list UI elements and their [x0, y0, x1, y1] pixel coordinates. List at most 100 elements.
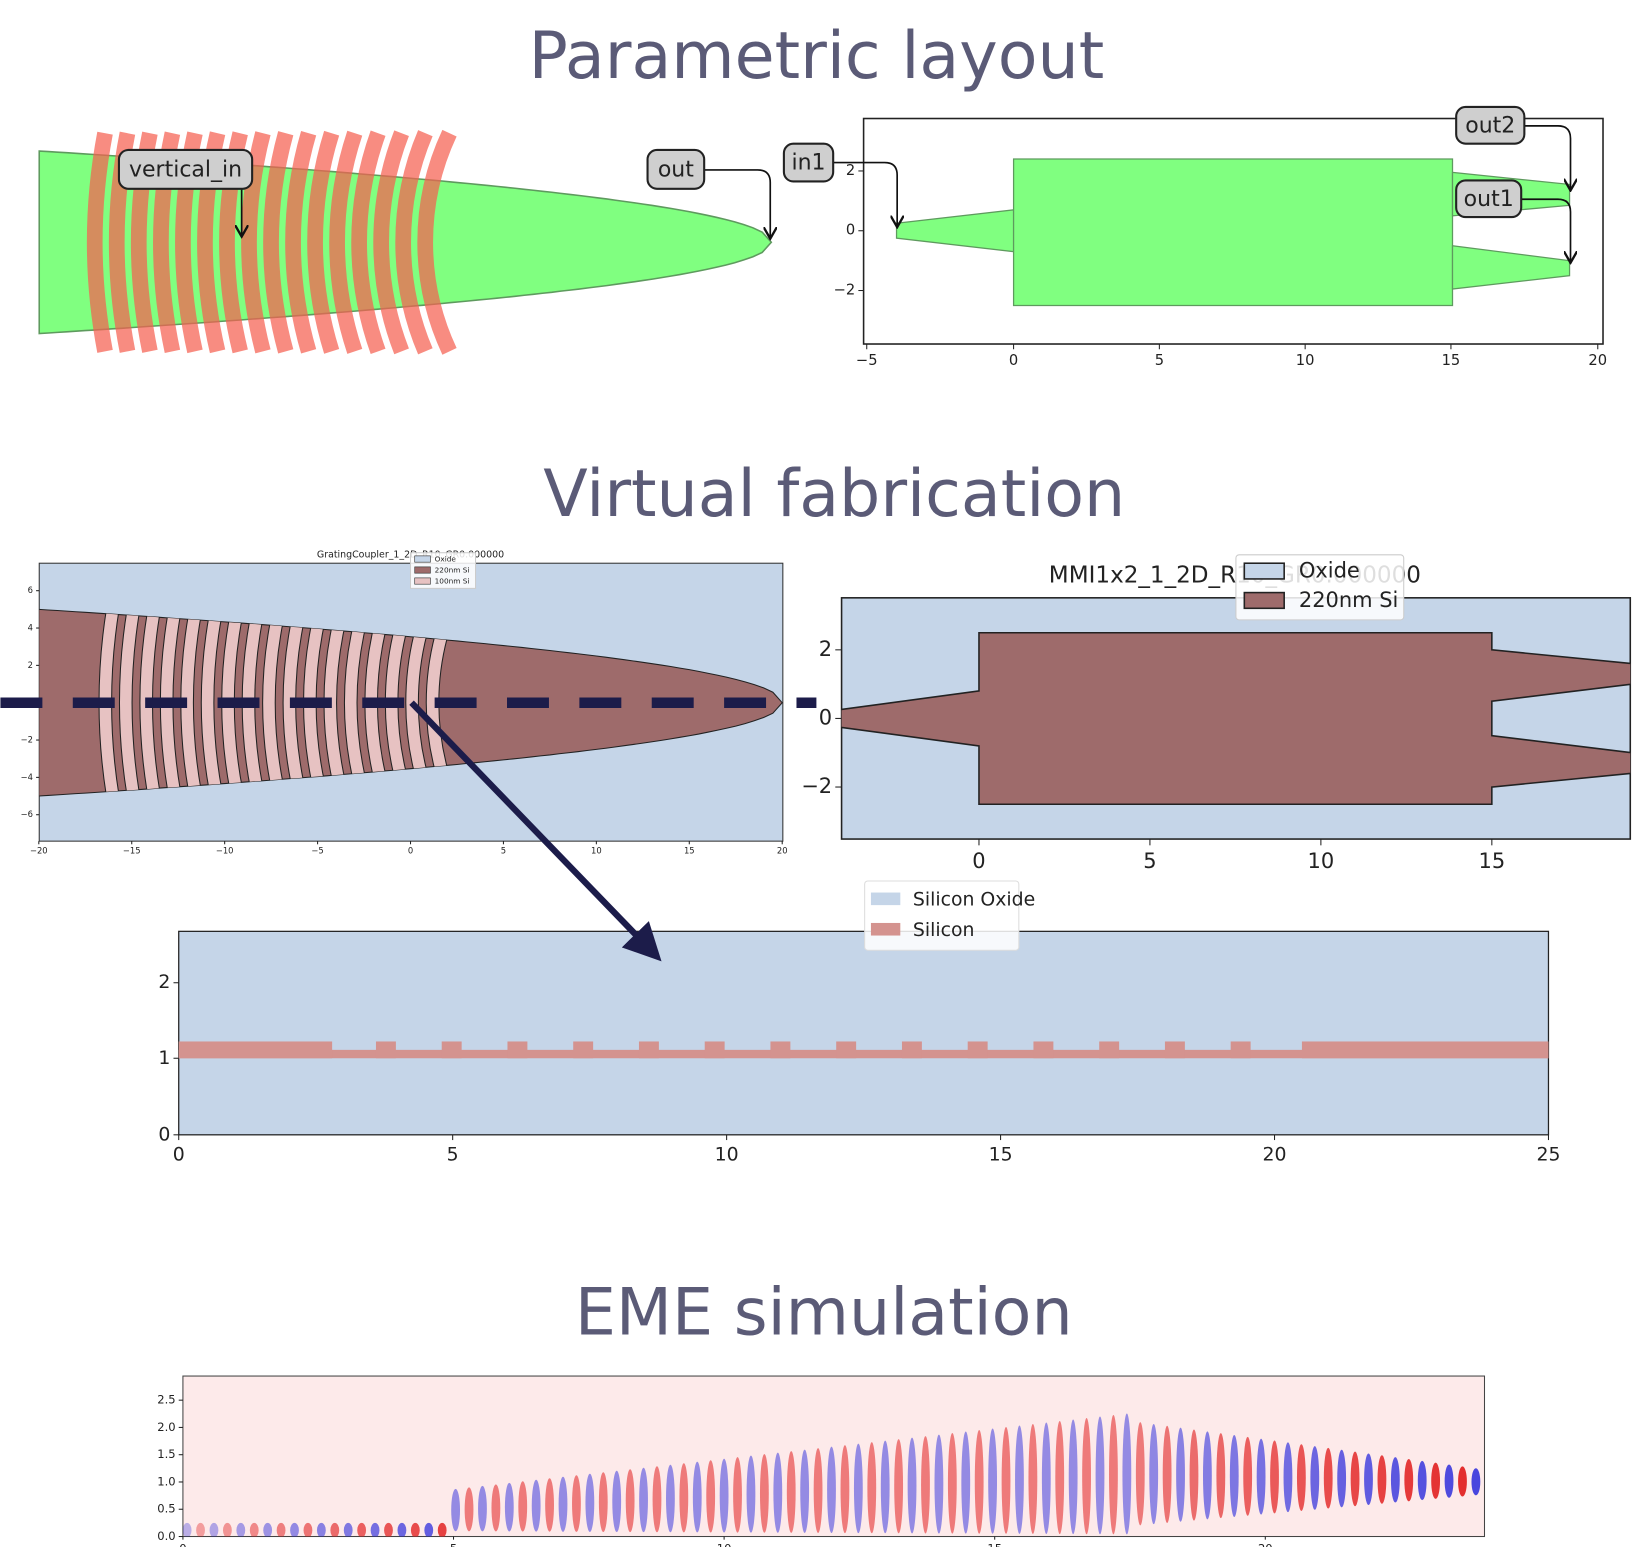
x-tick-label: 0 [179, 1541, 186, 1547]
x-tick-label: 5 [447, 1144, 459, 1166]
field-lobe [988, 1428, 998, 1534]
x-tick-label: −5 [311, 846, 323, 856]
field-lobe [1055, 1420, 1065, 1535]
field-lobe [1444, 1464, 1454, 1498]
y-tick-label: 0.5 [157, 1502, 175, 1516]
field-lobe [666, 1464, 675, 1533]
x-tick-label: 15 [684, 846, 695, 856]
port-box [646, 148, 706, 190]
field-lobe [504, 1482, 514, 1532]
field-lobe [410, 1522, 420, 1537]
field-lobe [1270, 1440, 1279, 1514]
y-tick-label: −4 [21, 772, 33, 782]
field-lobe [1350, 1451, 1360, 1507]
field-lobe [1189, 1429, 1199, 1521]
field-lobe [1176, 1427, 1185, 1522]
y-tick-label: 0 [819, 705, 832, 729]
port-arrow [833, 161, 897, 226]
y-tick-label: 1.0 [157, 1474, 175, 1488]
field-lobe [746, 1455, 756, 1533]
y-tick-label: 2 [28, 660, 33, 670]
field-lobe [867, 1442, 877, 1534]
legend-swatch [414, 566, 431, 574]
field-lobe [1310, 1446, 1320, 1510]
x-tick-label: 25 [1536, 1144, 1560, 1166]
field-lobe [719, 1458, 729, 1533]
legend-label: Oxide [1299, 559, 1360, 583]
field-lobe [290, 1522, 299, 1537]
silicon-tooth [704, 1041, 725, 1059]
field-lobe [1135, 1422, 1145, 1526]
field-lobe [827, 1446, 836, 1534]
field-lobe [1364, 1453, 1373, 1505]
field-lobe [800, 1449, 810, 1533]
mmi-body [1012, 158, 1454, 307]
x-tick-label: 15 [987, 1541, 1002, 1547]
x-tick-label: −20 [30, 846, 48, 856]
y-tick-label: 0.0 [157, 1529, 175, 1543]
field-lobe [1471, 1468, 1481, 1496]
field-lobe [625, 1469, 635, 1533]
x-tick-label: −5 [856, 352, 878, 369]
tooth-100nm [263, 609, 294, 797]
section-title: Virtual fabrication [543, 457, 1125, 532]
x-tick-label: 5 [450, 1541, 457, 1547]
legend-label: Silicon [913, 919, 975, 941]
x-tick-label: 0 [972, 849, 985, 873]
field-lobe [612, 1470, 622, 1533]
legend-label: 100nm Si [435, 577, 470, 586]
field-lobe [934, 1434, 944, 1534]
field-lobe [1256, 1438, 1266, 1515]
field-lobe [598, 1472, 608, 1532]
fab-mmi-plot [841, 631, 1631, 806]
field-lobe [1377, 1455, 1387, 1504]
field-lobe [1095, 1416, 1105, 1535]
field-lobe [679, 1463, 689, 1533]
field-lobe [974, 1430, 984, 1534]
field-lobe [343, 1522, 353, 1537]
field-map [182, 1413, 1481, 1537]
silicon-tooth [638, 1041, 659, 1059]
field-lobe [652, 1466, 662, 1533]
field-lobe [545, 1478, 554, 1532]
field-lobe [1015, 1425, 1024, 1534]
grating-tooth [285, 130, 317, 354]
field-lobe [437, 1522, 447, 1537]
field-lobe [1404, 1458, 1414, 1502]
grating-tooth [241, 131, 271, 354]
x-tick-label: 15 [989, 1144, 1013, 1166]
grating-tooth [351, 130, 386, 355]
field-lobe [464, 1487, 474, 1532]
x-tick-label: 10 [1308, 849, 1335, 873]
field-lobe [907, 1437, 917, 1534]
port-arrow [1521, 198, 1570, 261]
x-tick-label: 10 [717, 1541, 732, 1547]
field-lobe [384, 1522, 393, 1537]
field-lobe [1068, 1419, 1078, 1535]
section-title: EME simulation [575, 1275, 1073, 1350]
field-lobe [759, 1454, 769, 1533]
x-tick-label: 20 [1263, 1144, 1287, 1166]
field-lobe [947, 1433, 957, 1534]
port-arrow [704, 169, 770, 237]
axes-frame [178, 930, 1550, 1136]
legend-swatch [1243, 591, 1285, 610]
x-tick-label: 20 [1258, 1541, 1273, 1547]
field-lobe [961, 1431, 971, 1534]
field-lobe [853, 1443, 863, 1534]
y-tick-label: 1.5 [157, 1447, 175, 1461]
y-tick-label: 2.0 [157, 1420, 175, 1434]
port-label: out [658, 157, 694, 182]
x-tick-label: −10 [216, 846, 234, 856]
field-lobe [786, 1451, 796, 1533]
x-tick-label: 20 [777, 846, 788, 856]
y-tick-label: −2 [21, 735, 33, 745]
legend-swatch [870, 892, 901, 906]
field-lobe [236, 1522, 246, 1537]
field-lobe [1028, 1424, 1038, 1534]
grating-tooth [307, 130, 340, 354]
legend-label: Silicon Oxide [913, 888, 1035, 910]
mmi-output [1451, 245, 1571, 290]
field-lobe [1229, 1435, 1239, 1517]
